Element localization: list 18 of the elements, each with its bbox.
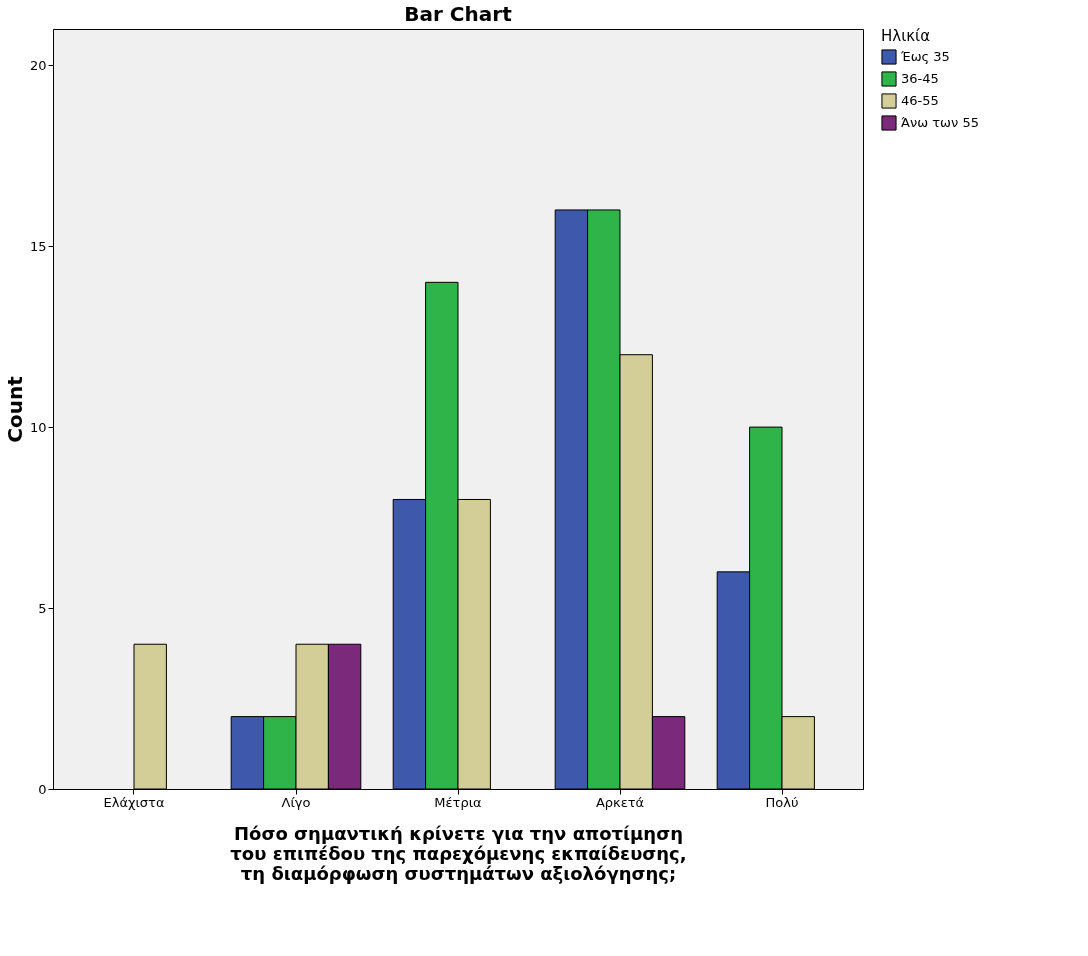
y-tick-label: 20 bbox=[29, 57, 47, 73]
y-axis-title: Count bbox=[2, 375, 27, 443]
legend-label: 36-45 bbox=[901, 71, 939, 86]
legend-title: Ηλικία bbox=[881, 27, 931, 45]
x-tick-label: Μέτρια bbox=[434, 794, 482, 810]
legend-label: Άνω των 55 bbox=[901, 115, 979, 130]
legend-label: 46-55 bbox=[901, 93, 939, 108]
legend-label: Έως 35 bbox=[900, 49, 950, 64]
x-tick-label: Ελάχιστα bbox=[103, 794, 165, 810]
x-tick-label: Πολύ bbox=[765, 794, 799, 810]
chart-title: Bar Chart bbox=[404, 2, 513, 26]
y-tick-label: 0 bbox=[38, 781, 47, 797]
x-tick-label: Αρκετά bbox=[595, 794, 645, 810]
y-tick-label: 15 bbox=[29, 238, 47, 254]
x-axis-title: Πόσο σημαντική κρίνετε για την αποτίμηση του επιπέδου της παρεχόμενης εκπαίδευσης, τη διαμόρφωση συστημάτων αξιολόγησης; bbox=[230, 822, 687, 884]
y-tick-label: 5 bbox=[38, 600, 47, 616]
x-tick-label: Λίγο bbox=[281, 794, 311, 810]
y-tick-label: 10 bbox=[29, 419, 47, 435]
